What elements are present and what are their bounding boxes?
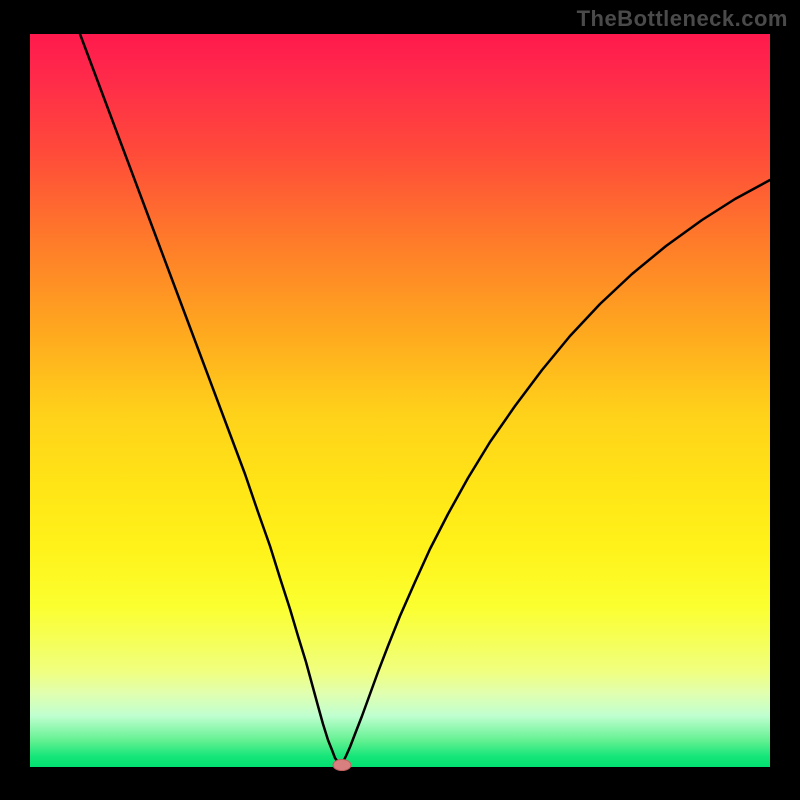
curve-minimum-marker bbox=[333, 760, 351, 771]
plot-background bbox=[30, 34, 770, 767]
bottleneck-chart bbox=[0, 0, 800, 800]
